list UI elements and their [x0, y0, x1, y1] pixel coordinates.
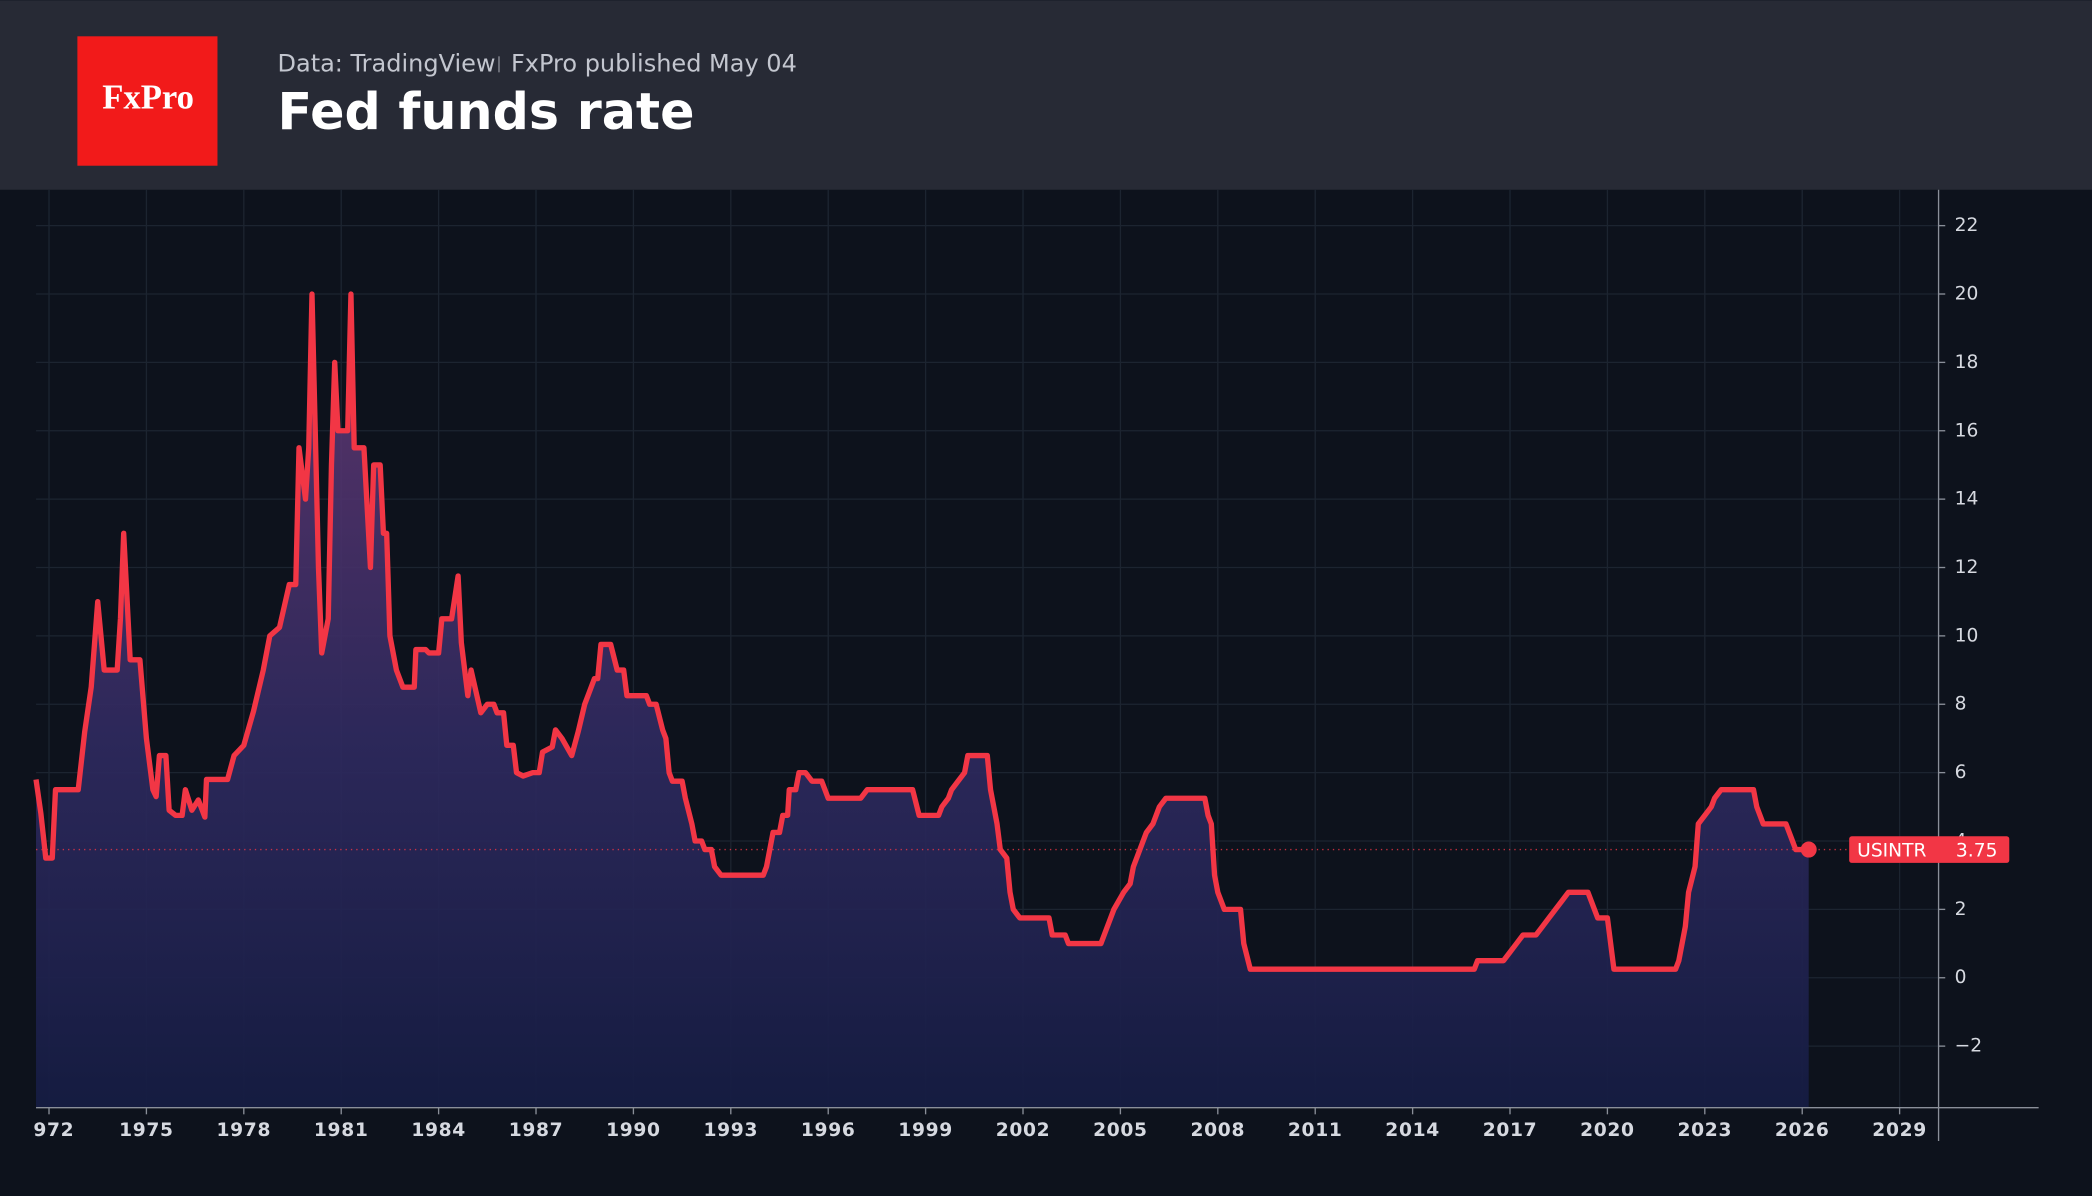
- x-tick-label: 1993: [704, 1120, 759, 1141]
- chart-title: Fed funds rate: [278, 82, 695, 141]
- axes: −202468101214161820229721975197819811984…: [33, 189, 2039, 1142]
- line: [33, 291, 1809, 972]
- area: [36, 294, 1809, 1108]
- x-tick-label: 2008: [1191, 1120, 1246, 1141]
- y-tick-label: 6: [1955, 762, 1967, 783]
- y-tick-label: 18: [1955, 352, 1979, 373]
- x-tick-label: 2029: [1872, 1120, 1927, 1141]
- y-tick-label: −2: [1955, 1036, 1983, 1057]
- x-tick-label: 2002: [996, 1120, 1051, 1141]
- x-tick-label: 1984: [411, 1120, 466, 1141]
- x-tick-label: 1996: [801, 1120, 856, 1141]
- x-tick-label: 2011: [1288, 1120, 1343, 1141]
- x-tick-label: 2005: [1093, 1120, 1148, 1141]
- last-value-number: 3.75: [1956, 840, 1998, 861]
- y-tick-label: 2: [1955, 899, 1967, 920]
- y-tick-label: 10: [1955, 625, 1979, 646]
- x-tick-label: 2023: [1678, 1120, 1733, 1141]
- x-tick-label: 2026: [1775, 1120, 1830, 1141]
- x-tick-label: 1981: [314, 1120, 369, 1141]
- last-value-tag: [1849, 836, 2010, 863]
- y-tick-label: 8: [1955, 694, 1967, 715]
- logo: [77, 36, 218, 166]
- y-tick-label: 0: [1955, 967, 1967, 988]
- x-tick-label: 2014: [1385, 1120, 1440, 1141]
- y-tick-label: 20: [1955, 284, 1979, 305]
- y-tick-label: 22: [1955, 215, 1979, 236]
- x-tick-label: 1987: [509, 1120, 564, 1141]
- x-tick-label: 2017: [1483, 1120, 1538, 1141]
- published: FxPro published May 04: [511, 49, 797, 77]
- x-tick-label: 972: [33, 1120, 74, 1141]
- x-tick-label: 1999: [898, 1120, 953, 1141]
- source: Data: TradingView: [278, 49, 496, 77]
- x-tick-label: 2020: [1580, 1120, 1635, 1141]
- y-tick-label: 12: [1955, 557, 1979, 578]
- last-value-name: USINTR: [1857, 840, 1926, 861]
- header-bar: [0, 0, 2092, 190]
- logo-text: FxPro: [102, 77, 194, 116]
- x-tick-label: 1990: [606, 1120, 661, 1141]
- y-tick-label: 14: [1955, 489, 1979, 510]
- y-tick-label: 16: [1955, 420, 1979, 441]
- x-tick-label: 1978: [217, 1120, 272, 1141]
- plot: [33, 291, 1850, 1108]
- x-tick-label: 1975: [119, 1120, 174, 1141]
